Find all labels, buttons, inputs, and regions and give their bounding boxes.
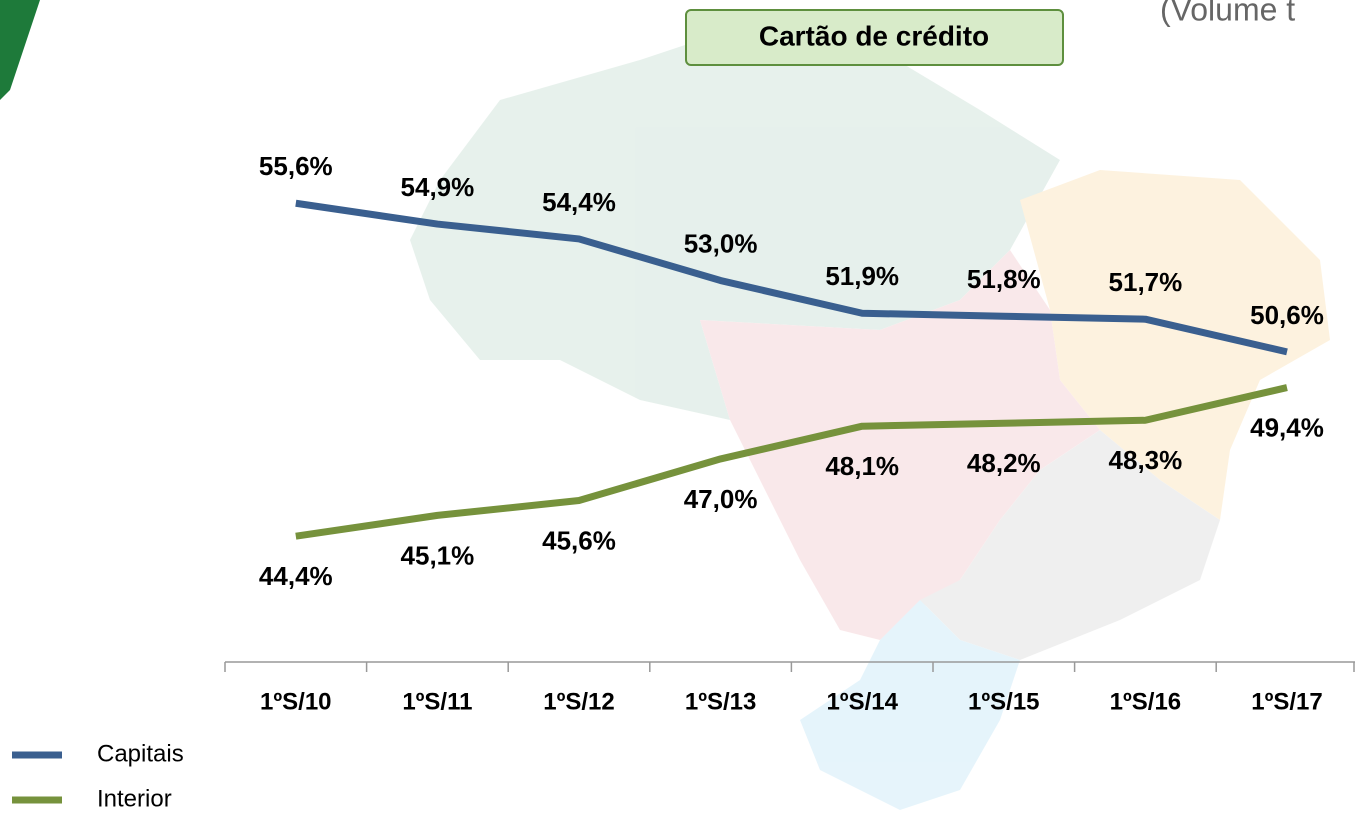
data-label: 51,8% — [967, 264, 1041, 294]
legend-label: Capitais — [97, 740, 184, 767]
x-tick-label: 1ºS/12 — [543, 688, 614, 715]
data-label: 55,6% — [259, 151, 333, 181]
data-label: 50,6% — [1250, 300, 1324, 330]
data-label: 48,2% — [967, 448, 1041, 478]
data-label: 44,4% — [259, 561, 333, 591]
x-tick-label: 1ºS/10 — [260, 688, 331, 715]
data-label: 45,1% — [401, 540, 475, 570]
x-tick-label: 1ºS/17 — [1251, 688, 1322, 715]
data-label: 45,6% — [542, 525, 616, 555]
data-label: 54,9% — [401, 172, 475, 202]
title-box — [685, 9, 1064, 66]
data-label: 49,4% — [1250, 412, 1324, 442]
x-tick-label: 1ºS/15 — [968, 688, 1039, 715]
x-tick-label: 1ºS/11 — [402, 688, 472, 715]
data-label: 54,4% — [542, 187, 616, 217]
x-tick-label: 1ºS/13 — [685, 688, 756, 715]
x-tick-label: 1ºS/14 — [826, 688, 898, 715]
x-tick-label: 1ºS/16 — [1110, 688, 1181, 715]
line — [295, 199, 1288, 356]
legend-label: Interior — [97, 785, 172, 812]
subtitle: (Volume t — [1160, 0, 1295, 27]
data-label: 51,7% — [1109, 267, 1183, 297]
data-label: 48,3% — [1109, 445, 1183, 475]
background-map — [410, 40, 1330, 810]
line — [295, 384, 1288, 540]
corner-shape — [0, 0, 40, 100]
chart-title: Cartão de crédito — [759, 20, 989, 51]
data-label: 53,0% — [684, 228, 758, 258]
data-label: 48,1% — [825, 451, 899, 481]
data-label: 51,9% — [825, 261, 899, 291]
data-label: 47,0% — [684, 484, 758, 514]
